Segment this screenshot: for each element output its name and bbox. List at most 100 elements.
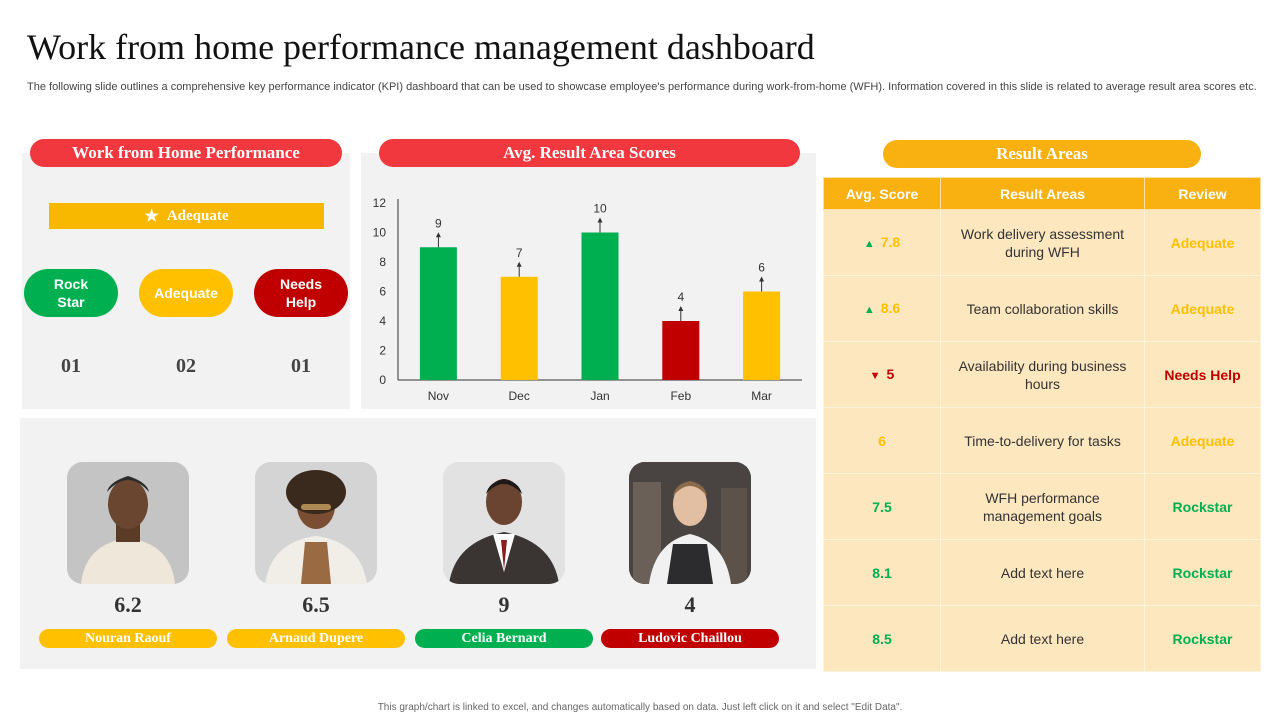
status-rock-star: Rock Star (24, 269, 118, 317)
review-cell: Rockstar (1144, 539, 1261, 606)
y-tick-label: 6 (379, 285, 386, 299)
person-avatar-icon (255, 462, 377, 584)
overall-rating-label: Adequate (166, 207, 229, 224)
avg-result-area-chart: 0 2 4 6 8 10 12 9 Nov 7 Dec 10 Jan 4 Feb 6 Mar (373, 196, 802, 403)
person-avatar-icon (443, 462, 565, 584)
bar-marker-arrow-icon (435, 232, 441, 238)
arrow-down-icon: ▼ (869, 369, 881, 382)
avg-score-value: 7.5 (872, 498, 892, 515)
bar-mar (743, 291, 781, 380)
review-cell: Rockstar (1144, 473, 1261, 540)
result-area-cell: Work delivery assessment during WFH (940, 209, 1145, 276)
avg-score-value: 8.1 (872, 564, 892, 581)
result-areas-header: Result Areas (883, 140, 1201, 168)
result-area-cell: Team collaboration skills (940, 275, 1145, 342)
bar-marker-arrow-icon (516, 261, 522, 267)
review-cell: Adequate (1144, 407, 1261, 474)
data-label: 4 (677, 290, 684, 304)
bar-jan (581, 232, 619, 380)
status-needs-help: Needs Help (254, 269, 348, 317)
avg-score-cell: ▲ 8.6 (823, 275, 941, 342)
person-score: 6.2 (114, 592, 142, 617)
x-tick-label: Dec (509, 389, 530, 403)
y-tick-label: 12 (373, 196, 387, 210)
person-name-celia-bernard: Celia Bernard (415, 629, 593, 648)
avg-score-value: 8.6 (880, 299, 901, 316)
result-areas-table: Avg. Score Result Areas Review ▲ 7.8 Work … (823, 177, 1261, 672)
arrow-up-icon: ▲ (863, 237, 875, 250)
y-tick-label: 4 (379, 314, 386, 328)
photo-celia-bernard (443, 462, 565, 584)
result-area-cell: WFH performance management goals (940, 473, 1145, 540)
result-area-cell: Add text here (940, 605, 1145, 672)
person-name-arnaud-dupere: Arnaud Dupere (227, 629, 405, 648)
y-tick-label: 0 (379, 373, 386, 387)
table-row: 8.5 Add text here Rockstar (823, 605, 1261, 672)
photo-ludovic-chaillou (629, 462, 751, 584)
data-label: 6 (758, 261, 765, 275)
photo-arnaud-dupere (255, 462, 377, 584)
page-title: Work from home performance management da… (27, 27, 815, 67)
review-cell: Adequate (1144, 209, 1261, 276)
table-row: 8.1 Add text here Rockstar (823, 539, 1261, 606)
avg-score-value: 6 (878, 432, 886, 449)
avg-score-cell: 7.5 (823, 473, 941, 540)
person-score: 9 (498, 592, 510, 617)
column-header: Result Areas (940, 177, 1145, 210)
table-header-row: Avg. Score Result Areas Review (823, 177, 1261, 210)
bar-marker-arrow-icon (597, 217, 603, 223)
x-tick-label: Jan (590, 389, 609, 403)
status-adequate: Adequate (139, 269, 233, 317)
y-tick-label: 8 (379, 255, 386, 269)
result-areas-body: ▲ 7.8 Work delivery assessment during WFH A… (823, 209, 1261, 672)
table-row: ▲ 8.6 Team collaboration skills Adequate (823, 275, 1261, 342)
overall-rating-bar: ★ Adequate (49, 203, 324, 229)
person-score: 4 (684, 592, 696, 617)
avg-score-value: 7.8 (880, 233, 901, 250)
chart-header: Avg. Result Area Scores (379, 139, 800, 167)
x-tick-label: Mar (751, 389, 772, 403)
result-area-cell: Time-to-delivery for tasks (940, 407, 1145, 474)
count-needs-help: 01 (291, 355, 311, 377)
table-row: ▲ 7.8 Work delivery assessment during WFH A… (823, 209, 1261, 276)
column-header: Review (1144, 177, 1261, 210)
x-tick-label: Feb (670, 389, 691, 403)
avg-score-cell: 8.1 (823, 539, 941, 606)
review-cell: Rockstar (1144, 605, 1261, 672)
avg-score-cell: ▼ 5 (823, 341, 941, 408)
avg-score-value: 8.5 (872, 630, 892, 647)
bar-feb (662, 321, 700, 380)
y-tick-label: 2 (379, 344, 386, 358)
person-avatar-icon (629, 462, 751, 584)
data-label: 7 (516, 246, 523, 260)
table-row: ▼ 5 Availability during business hours Need… (823, 341, 1261, 408)
person-avatar-icon (67, 462, 189, 584)
x-tick-label: Nov (428, 389, 449, 403)
footer-note: This graph/chart is linked to excel, and… (377, 702, 903, 713)
person-name-ludovic-chaillou: Ludovic Chaillou (601, 629, 779, 648)
count-rock-star: 01 (61, 355, 81, 377)
person-name-nouran-raouf: Nouran Raouf (39, 629, 217, 648)
count-adequate: 02 (176, 355, 196, 377)
review-cell: Adequate (1144, 275, 1261, 342)
bar-marker-arrow-icon (759, 276, 765, 282)
person-score: 6.5 (302, 592, 330, 617)
avg-score-value: 5 (886, 365, 895, 382)
review-cell: Needs Help (1144, 341, 1261, 408)
data-label: 9 (435, 216, 442, 230)
avg-score-cell: 6 (823, 407, 941, 474)
star-icon: ★ (144, 208, 159, 225)
data-label: 10 (593, 202, 607, 216)
photo-nouran-raouf (67, 462, 189, 584)
bar-marker-arrow-icon (678, 306, 684, 311)
bar-nov (419, 247, 457, 380)
result-area-cell: Add text here (940, 539, 1145, 606)
table-row: 6 Time-to-delivery for tasks Adequate (823, 407, 1261, 474)
avg-score-cell: 8.5 (823, 605, 941, 672)
result-area-cell: Availability during business hours (940, 341, 1145, 408)
arrow-up-icon: ▲ (863, 303, 875, 316)
page-subtitle: The following slide outlines a comprehen… (27, 81, 1257, 93)
bar-dec (500, 276, 538, 380)
table-row: 7.5 WFH performance management goals Rocks… (823, 473, 1261, 540)
avg-score-cell: ▲ 7.8 (823, 209, 941, 276)
